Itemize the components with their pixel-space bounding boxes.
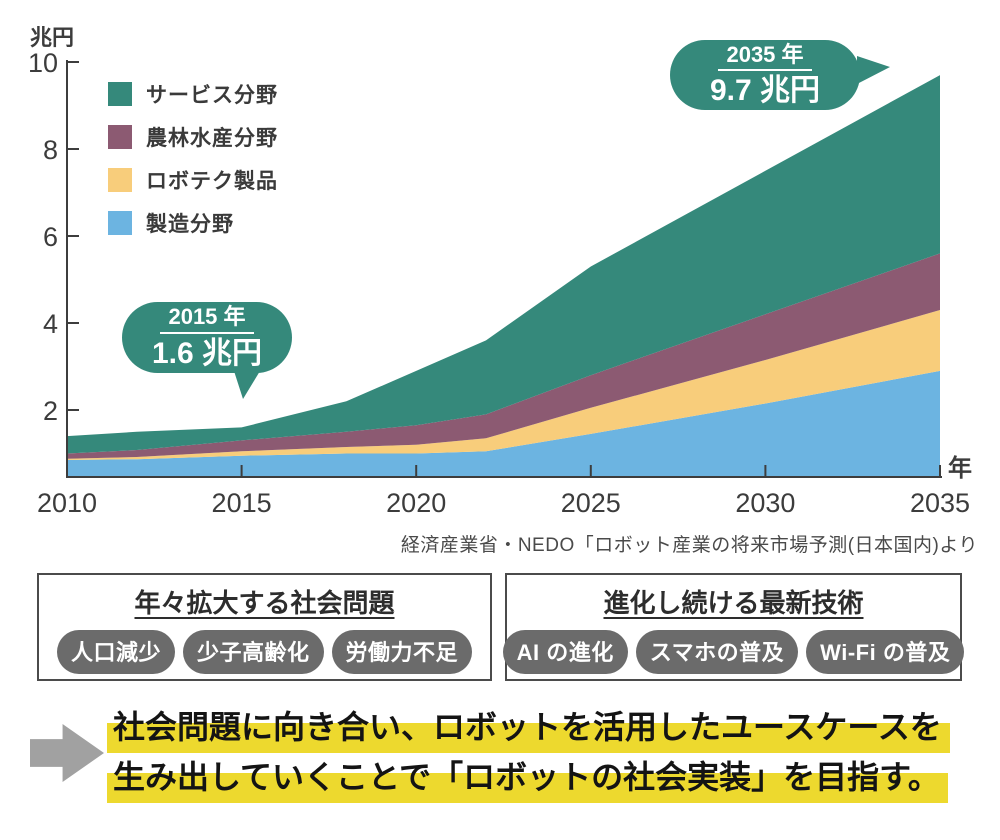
box-social-problems-title: 年々拡大する社会問題 xyxy=(134,588,395,618)
legend-swatch-manufacturing xyxy=(108,211,132,235)
legend-swatch-robotech xyxy=(108,168,132,192)
y-tick-label-4: 4 xyxy=(43,309,58,339)
conclusion-text: 社会問題に向き合い、ロボットを活用したユースケースを 生み出していくことで「ロボ… xyxy=(107,706,950,806)
x-tick-label-2015: 2015 xyxy=(212,488,272,518)
y-tick-label-8: 8 xyxy=(43,135,58,165)
legend-label-robotech: ロボテク製品 xyxy=(146,170,278,193)
x-tick-label-2035: 2035 xyxy=(910,488,970,518)
legend-item-agriculture: 農林水産分野 xyxy=(108,122,278,152)
chart-legend: サービス分野 農林水産分野 ロボテク製品 製造分野 xyxy=(108,79,278,238)
legend-item-manufacturing: 製造分野 xyxy=(108,208,278,238)
y-tick-label-10: 10 xyxy=(28,48,58,78)
callout-2015-year: 2015 年 xyxy=(160,305,254,334)
x-tick-label-2010: 2010 xyxy=(37,488,97,518)
area-series-サービス分野 xyxy=(67,75,940,454)
area-series-製造分野 xyxy=(67,370,940,477)
tag-population-decline: 人口減少 xyxy=(56,630,175,674)
box-latest-tech-tags: AI の進化 スマホの普及 Wi-Fi の普及 xyxy=(502,630,965,674)
legend-swatch-service xyxy=(108,82,132,106)
y-axis-title: 兆円 xyxy=(30,25,75,50)
x-tick-label-2030: 2030 xyxy=(735,488,795,518)
box-social-problems-tags: 人口減少 少子高齢化 労働力不足 xyxy=(56,630,473,674)
legend-label-agriculture: 農林水産分野 xyxy=(146,127,278,150)
callout-2035-value: 9.7 兆円 xyxy=(709,74,821,108)
y-tick-label-2: 2 xyxy=(43,396,58,426)
chart-source: 経済産業省・NEDO「ロボット産業の将来市場予測(日本国内)より xyxy=(400,535,978,556)
box-latest-tech: 進化し続ける最新技術 AI の進化 スマホの普及 Wi-Fi の普及 xyxy=(502,573,965,681)
x-tick-label-2025: 2025 xyxy=(561,488,621,518)
box-latest-tech-title: 進化し続ける最新技術 xyxy=(603,588,864,618)
y-tick-label-6: 6 xyxy=(43,222,58,252)
legend-swatch-agriculture xyxy=(108,125,132,149)
callout-2015: 2015 年 1.6 兆円 xyxy=(122,302,292,399)
tag-labor-shortage: 労働力不足 xyxy=(331,630,473,674)
area-series-農林水産分野 xyxy=(67,253,940,459)
callout-2035: 2035 年 9.7 兆円 xyxy=(670,40,890,110)
area-series-ロボテク製品 xyxy=(67,310,940,460)
conclusion-line-1: 社会問題に向き合い、ロボットを活用したユースケースを xyxy=(107,706,950,753)
tag-aging-society: 少子高齢化 xyxy=(182,630,324,674)
legend-item-robotech: ロボテク製品 xyxy=(108,165,278,195)
legend-label-service: サービス分野 xyxy=(146,84,278,107)
box-social-problems: 年々拡大する社会問題 人口減少 少子高齢化 労働力不足 xyxy=(37,573,492,681)
legend-item-service: サービス分野 xyxy=(108,79,278,109)
tag-ai-progress: AI の進化 xyxy=(502,630,628,674)
legend-label-manufacturing: 製造分野 xyxy=(146,213,234,236)
tag-smartphone-spread: スマホの普及 xyxy=(635,630,799,674)
x-tick-label-2020: 2020 xyxy=(386,488,446,518)
x-axis-title: 年 xyxy=(948,455,972,482)
market-forecast-chart: 2 4 6 8 10 2010 2015 2020 2025 2030 2035 xyxy=(28,48,970,518)
callout-2035-year: 2035 年 xyxy=(718,42,812,72)
tag-wifi-spread: Wi-Fi の普及 xyxy=(806,630,965,674)
right-arrow-icon xyxy=(30,724,104,782)
callout-2015-value: 1.6 兆円 xyxy=(151,336,263,370)
conclusion-line-2: 生み出していくことで「ロボットの社会実装」を目指す。 xyxy=(107,756,948,803)
